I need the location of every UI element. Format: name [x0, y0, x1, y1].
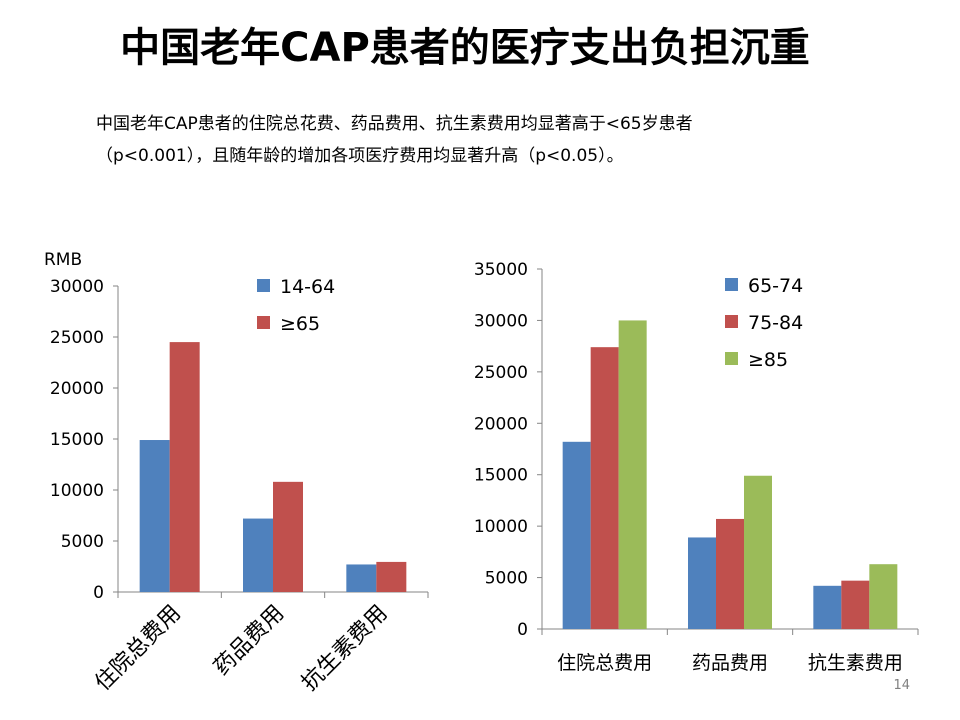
y-axis-unit-label: RMB — [44, 250, 82, 270]
bar-14-64-抗生素费用 — [346, 564, 377, 592]
x-category-label: 住院总费用 — [557, 652, 652, 674]
y-tick-label: 5000 — [61, 532, 104, 552]
bar-65-74-药品费用 — [688, 537, 716, 629]
x-category-label: 抗生素费用 — [808, 652, 903, 674]
bar-14-64-住院总费用 — [139, 440, 170, 592]
y-tick-label: 35000 — [474, 260, 528, 280]
y-tick-label: 10000 — [474, 517, 528, 537]
legend-label: ≥85 — [748, 349, 788, 371]
bar-65-74-抗生素费用 — [813, 585, 842, 629]
x-category-label: 抗生素费用 — [297, 601, 392, 696]
x-category-label: 药品费用 — [209, 601, 289, 681]
y-tick-label: 25000 — [474, 363, 528, 383]
y-tick-label: 30000 — [474, 311, 528, 331]
y-tick-label: 20000 — [50, 379, 104, 399]
legend-swatch-≥85 — [725, 352, 738, 365]
bar-75-84-药品费用 — [716, 518, 744, 629]
legend-label: 65-74 — [748, 275, 803, 297]
legend-swatch-14-64 — [257, 279, 270, 292]
bar-≥85-住院总费用 — [618, 320, 647, 629]
bar-≥65-抗生素费用 — [376, 561, 407, 592]
summary-line-2: （p<0.001），且随年龄的增加各项医疗费用均显著升高（p<0.05）。 — [96, 146, 624, 166]
legend-label: ≥65 — [280, 313, 320, 335]
y-tick-label: 20000 — [474, 414, 528, 434]
y-tick-label: 10000 — [50, 481, 104, 501]
chart-age-two-groups: RMB 0 5000 10000 15000 20000 25000 30000 住院总费用 药品… — [44, 250, 429, 696]
page-number: 14 — [893, 678, 910, 693]
y-tick-label: 15000 — [50, 430, 104, 450]
y-tick-label: 5000 — [485, 569, 528, 589]
chart-age-three-groups: 0 5000 10000 15000 20000 25000 30000 35000 住院总费用… — [474, 260, 919, 674]
legend-swatch-75-84 — [725, 315, 738, 328]
x-category-label: 药品费用 — [692, 652, 768, 674]
bar-75-84-住院总费用 — [590, 347, 619, 629]
bar-14-64-药品费用 — [243, 518, 273, 592]
legend-swatch-≥65 — [257, 316, 270, 329]
bar-≥65-药品费用 — [273, 481, 303, 592]
bar-≥85-药品费用 — [744, 475, 772, 629]
x-category-label: 住院总费用 — [90, 601, 185, 696]
bar-65-74-住院总费用 — [562, 441, 591, 629]
bar-≥85-抗生素费用 — [869, 564, 898, 629]
legend-label: 75-84 — [748, 312, 803, 334]
legend-swatch-65-74 — [725, 278, 738, 291]
y-tick-label: 0 — [517, 620, 528, 640]
summary-line-1: 中国老年CAP患者的住院总花费、药品费用、抗生素费用均显著高于<65岁患者 — [96, 114, 693, 134]
y-tick-label: 0 — [93, 583, 104, 603]
bar-75-84-抗生素费用 — [841, 580, 870, 629]
legend-label: 14-64 — [280, 276, 335, 298]
summary-text: 中国老年CAP患者的住院总花费、药品费用、抗生素费用均显著高于<65岁患者 （p… — [96, 108, 836, 172]
bar-≥65-住院总费用 — [169, 342, 200, 592]
y-tick-label: 30000 — [50, 277, 104, 297]
slide-title: 中国老年CAP患者的医疗支出负担沉重 — [120, 25, 810, 71]
y-tick-label: 25000 — [50, 328, 104, 348]
y-tick-label: 15000 — [474, 466, 528, 486]
